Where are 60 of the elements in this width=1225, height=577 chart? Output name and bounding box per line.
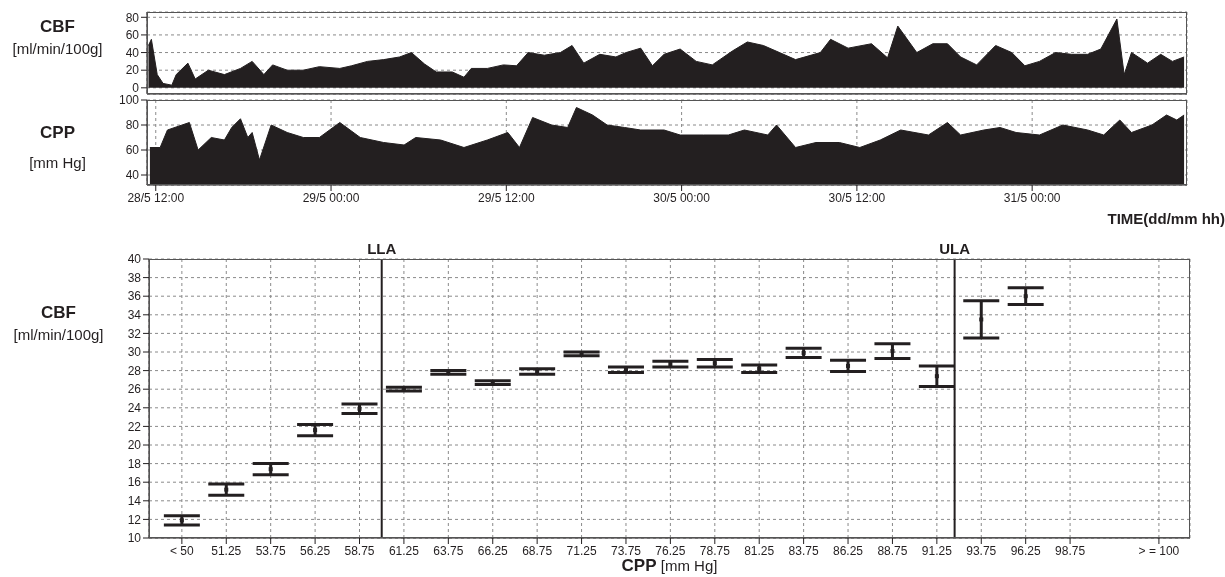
y-tick-label: 60 xyxy=(125,143,140,158)
y-tick-label: 18 xyxy=(127,456,142,471)
x-tick-label: 51.25 xyxy=(211,543,242,558)
x-tick-label: 56.25 xyxy=(300,543,331,558)
x-tick-label: < 50 xyxy=(170,543,195,558)
y-tick-label: 34 xyxy=(127,308,142,323)
y-tick-label: 16 xyxy=(127,475,142,490)
y-tick-label: 36 xyxy=(127,289,142,304)
x-tick-label: 28/5 12:00 xyxy=(127,190,185,205)
y-tick-label: 10 xyxy=(127,531,142,546)
x-tick-label: 83.75 xyxy=(788,543,819,558)
y-tick-label: 22 xyxy=(127,419,142,434)
ref-line-label: LLA xyxy=(367,240,397,257)
y-axis-title: CPP [mm Hg] xyxy=(28,122,87,173)
y-tick-label: 12 xyxy=(127,512,142,527)
x-tick-label: 68.75 xyxy=(522,543,553,558)
y-tick-label: 14 xyxy=(127,494,142,509)
x-tick-label: 30/5 00:00 xyxy=(653,190,711,205)
y-tick-label: 40 xyxy=(127,252,142,267)
y-tick-label: 26 xyxy=(127,382,142,397)
x-tick-label: 98.75 xyxy=(1055,543,1086,558)
x-tick-label: 29/5 12:00 xyxy=(477,190,536,205)
y-tick-label: 20 xyxy=(125,63,140,78)
y-tick-label: 60 xyxy=(125,28,140,43)
y-tick-label: 32 xyxy=(127,326,142,341)
x-tick-label: 96.25 xyxy=(1010,543,1042,558)
y-tick-label: 30 xyxy=(127,345,142,360)
x-tick-label: 73.75 xyxy=(610,543,642,558)
x-tick-label: 31/5 00:00 xyxy=(1003,190,1061,205)
y-tick-label: 28 xyxy=(127,363,142,378)
x-tick-label: 78.75 xyxy=(699,543,731,558)
y-tick-label: 100 xyxy=(118,93,140,108)
x-axis-title: TIME(dd/mm hh) xyxy=(1107,210,1225,227)
x-tick-label: 71.25 xyxy=(566,543,597,558)
x-tick-label: > = 100 xyxy=(1138,543,1180,558)
x-tick-label: 76.25 xyxy=(655,543,686,558)
y-tick-label: 38 xyxy=(127,270,142,285)
y-tick-label: 80 xyxy=(125,10,140,25)
x-tick-label: 86.25 xyxy=(833,543,864,558)
x-tick-label: 81.25 xyxy=(744,543,775,558)
x-tick-label: 91.25 xyxy=(921,543,953,558)
y-tick-label: 20 xyxy=(127,438,142,453)
x-tick-label: 30/5 12:00 xyxy=(828,190,886,205)
x-tick-label: 58.75 xyxy=(344,543,375,558)
y-tick-label: 40 xyxy=(125,45,140,60)
x-tick-label: 29/5 00:00 xyxy=(302,190,360,205)
y-tick-label: 0 xyxy=(132,81,140,96)
y-tick-label: 80 xyxy=(125,118,140,133)
x-tick-label: 88.75 xyxy=(877,543,908,558)
x-tick-label: 63.75 xyxy=(433,543,464,558)
x-tick-label: 66.25 xyxy=(477,543,509,558)
y-axis-title: CBF [ml/min/100g] xyxy=(12,302,105,345)
x-axis-title: CPP [mm Hg] xyxy=(620,556,719,576)
y-tick-label: 24 xyxy=(127,401,142,416)
x-tick-label: 61.25 xyxy=(388,543,420,558)
x-tick-label: 93.75 xyxy=(966,543,997,558)
y-tick-label: 40 xyxy=(125,168,140,183)
y-axis-title: CBF [ml/min/100g] xyxy=(11,16,104,59)
ref-line-label: ULA xyxy=(939,240,971,257)
x-tick-label: 53.75 xyxy=(255,543,287,558)
